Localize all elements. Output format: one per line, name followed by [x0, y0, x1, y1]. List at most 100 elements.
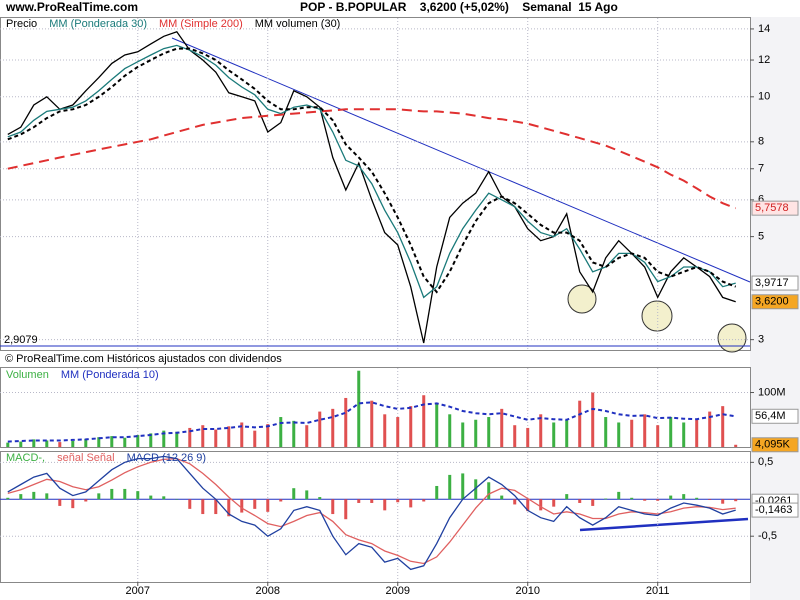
bar [721, 406, 725, 447]
volume-panel [0, 367, 751, 448]
site: www.ProRealTime.com [5, 0, 138, 14]
bar [396, 417, 400, 447]
bar [643, 414, 647, 447]
legend-entry: Precio [6, 18, 37, 30]
bar [305, 425, 309, 447]
bar [734, 444, 738, 447]
value-box [751, 275, 799, 291]
bar [500, 495, 504, 500]
bar [448, 414, 452, 447]
bar [357, 499, 361, 503]
value-box-label: 3,9717 [755, 277, 789, 289]
bar [227, 499, 231, 517]
value-box [751, 294, 799, 310]
bar [578, 499, 582, 503]
bar [45, 440, 49, 447]
x-tick-label: 2008 [256, 585, 280, 597]
value-box-label: -0,1463 [755, 504, 792, 516]
reference-label: 2,9079 [4, 334, 38, 346]
bar [149, 433, 153, 447]
macd-support-line [579, 517, 749, 532]
bar [6, 497, 10, 500]
bar [279, 417, 283, 447]
series-line [7, 108, 737, 210]
bar [45, 493, 49, 500]
low-circle [641, 300, 673, 332]
price-panel [0, 17, 751, 351]
bar [435, 485, 439, 500]
bar [487, 417, 491, 447]
bar [721, 499, 725, 504]
series-line [7, 401, 736, 443]
bar [643, 499, 647, 501]
bar [344, 397, 348, 447]
y-tick-label: -0,5 [758, 530, 777, 542]
bar [266, 424, 270, 447]
y-tick-label: 6 [758, 194, 764, 206]
y-tick-label: 5 [758, 231, 764, 243]
bar [474, 419, 478, 447]
bar [305, 490, 309, 500]
bar [240, 499, 244, 513]
bar [513, 425, 517, 447]
series-line [7, 31, 736, 344]
bar [630, 419, 634, 447]
low-circle [717, 323, 747, 353]
bar [474, 479, 478, 500]
bar [383, 499, 387, 511]
legend-entry: MM (Simple 200) [159, 18, 243, 30]
value-box-label: 3,6200 [755, 296, 789, 308]
bar [344, 499, 348, 520]
value-box [751, 502, 799, 518]
bar [6, 442, 10, 447]
bar [19, 441, 23, 447]
bar [565, 419, 569, 447]
bar [214, 429, 218, 447]
bar [422, 395, 426, 447]
bar [97, 437, 101, 447]
bar [71, 441, 75, 447]
bar [695, 419, 699, 447]
bar [58, 442, 62, 447]
bar [188, 427, 192, 447]
bar [682, 494, 686, 500]
bar [292, 488, 296, 500]
bar [19, 494, 23, 500]
bar [84, 438, 88, 447]
bar [136, 491, 140, 500]
bar [500, 408, 504, 447]
bar [630, 497, 634, 500]
bar [383, 414, 387, 447]
y-tick-label: 8 [758, 136, 764, 148]
trend-line [171, 37, 751, 283]
bar [552, 422, 556, 447]
legend-entry: MM (Ponderada 30) [49, 18, 147, 30]
bar [32, 439, 36, 447]
bar [526, 427, 530, 447]
y-tick-label: 100M [758, 386, 786, 398]
bar [188, 499, 192, 509]
bar [396, 499, 400, 503]
bar [175, 499, 179, 500]
bar [318, 497, 322, 500]
y-tick-label: 12 [758, 54, 770, 66]
bar [292, 420, 296, 447]
bar [656, 425, 660, 447]
bar [266, 499, 270, 512]
bar [409, 499, 413, 508]
bar [357, 370, 361, 447]
bar [162, 430, 166, 447]
bar [487, 482, 491, 500]
legend-entry: MM (Ponderada 10) [61, 369, 159, 381]
x-tick-label: 2010 [515, 585, 539, 597]
bar [84, 499, 88, 502]
series-line [7, 47, 737, 294]
bar [552, 499, 556, 507]
bar [227, 426, 231, 447]
bar [162, 496, 166, 500]
bar [201, 425, 205, 447]
bar [370, 499, 374, 503]
bar [617, 422, 621, 447]
